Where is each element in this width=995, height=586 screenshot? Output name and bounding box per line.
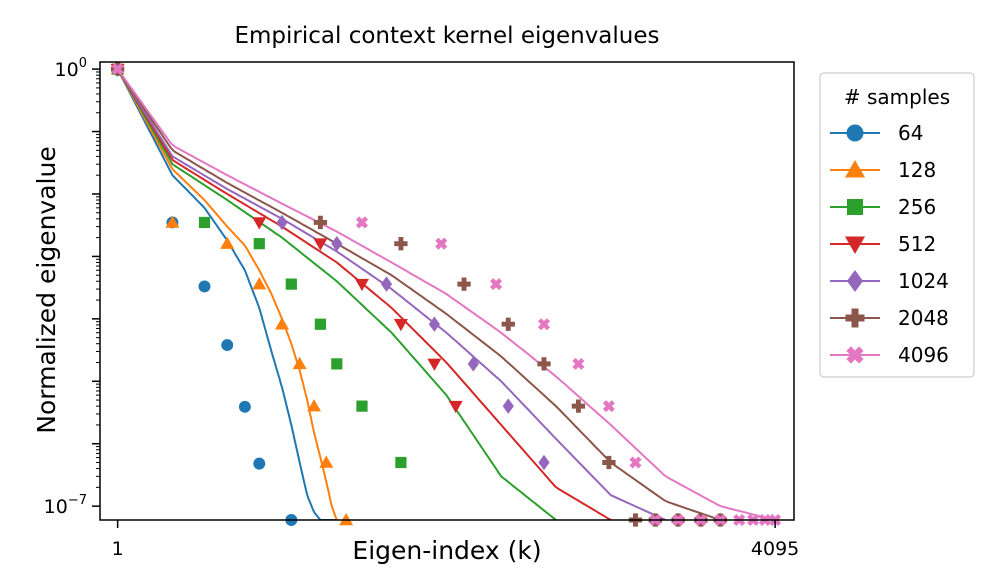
data-point-256 (253, 238, 265, 250)
legend-label: 4096 (898, 343, 949, 367)
x-axis: 1 4095 (112, 520, 799, 560)
series-line-512 (116, 68, 612, 520)
data-point-2048 (457, 277, 471, 291)
data-point-4096 (629, 456, 642, 469)
series-line-128 (116, 68, 338, 520)
data-point-512 (252, 217, 267, 230)
y-tick-label: 10−7 (44, 493, 87, 518)
y-axis-label: Normalized eigenvalue (32, 146, 61, 433)
legend-title: # samples (844, 85, 950, 109)
data-point-128 (220, 236, 235, 249)
data-point-1024 (331, 235, 343, 252)
data-point-256 (395, 456, 407, 469)
legend-entry-128: 128 (830, 158, 936, 182)
data-point-128 (292, 356, 307, 370)
legend-label: 128 (898, 158, 936, 182)
data-point-256 (356, 400, 368, 412)
data-point-2048 (537, 357, 551, 371)
y-axis: 100 10−7 (44, 56, 100, 518)
legend-entries: 64 128 256 512 1024 2048 4096 (830, 121, 949, 367)
legend-label: 2048 (898, 306, 949, 330)
data-point-512 (354, 278, 369, 292)
legend-marker (847, 199, 863, 215)
data-point-128 (165, 215, 180, 228)
legend-entry-64: 64 (830, 121, 923, 145)
data-point-1024 (276, 214, 288, 231)
data-point-256 (331, 358, 343, 370)
data-point-64 (221, 339, 234, 352)
data-point-4096 (111, 63, 124, 76)
legend-marker (845, 160, 865, 178)
legend-label: 1024 (898, 269, 949, 293)
data-point-128 (275, 317, 290, 330)
data-point-128 (307, 399, 322, 412)
data-point-256 (285, 278, 297, 290)
x-tick-label: 4095 (751, 538, 799, 560)
data-point-4096 (602, 400, 615, 413)
data-point-256 (314, 318, 326, 330)
data-point-512 (393, 318, 408, 332)
data-point-1024 (538, 454, 550, 471)
data-point-2048 (571, 399, 586, 413)
legend-label: 256 (898, 195, 936, 219)
legend-marker (846, 124, 864, 142)
legend-marker (847, 270, 863, 292)
data-point-512 (313, 238, 328, 251)
series-line-2048 (116, 68, 721, 520)
x-tick-label: 1 (112, 538, 124, 560)
legend-marker (845, 308, 865, 328)
legend-label: 512 (898, 232, 936, 256)
data-point-4096 (490, 278, 503, 291)
data-point-64 (198, 280, 211, 293)
data-point-2048 (394, 237, 408, 251)
data-point-64 (253, 457, 266, 470)
data-point-4096 (355, 216, 369, 229)
legend-marker (845, 236, 865, 254)
plot-area-frame (99, 61, 795, 521)
x-axis-label: Eigen-index (k) (352, 536, 541, 565)
legend-entry-2048: 2048 (830, 306, 949, 330)
data-point-1024 (467, 356, 479, 372)
data-point-4096 (572, 357, 585, 370)
plot-markers (110, 61, 782, 527)
chart-title: Empirical context kernel eigenvalues (234, 23, 659, 49)
data-point-128 (339, 513, 354, 526)
series-line-1024 (116, 68, 667, 520)
legend: # samples 64 128 256 512 1024 2048 4096 (819, 72, 975, 378)
legend-box (819, 72, 975, 378)
data-point-1024 (428, 316, 441, 332)
y-tick-label: 100 (55, 56, 87, 81)
data-point-128 (252, 277, 267, 290)
legend-marker (846, 346, 864, 364)
legend-label: 64 (898, 121, 923, 145)
legend-entry-256: 256 (830, 195, 936, 219)
data-point-64 (238, 400, 251, 413)
data-point-4096 (435, 237, 448, 250)
data-point-4096 (537, 318, 551, 331)
legend-entry-512: 512 (830, 232, 936, 256)
data-point-1024 (380, 276, 393, 292)
plot-lines (116, 68, 776, 520)
legend-entry-4096: 4096 (830, 343, 949, 367)
series-line-256 (116, 68, 557, 520)
data-point-2048 (313, 215, 328, 230)
data-point-2048 (501, 317, 515, 331)
data-point-512 (448, 400, 463, 414)
data-point-256 (198, 216, 211, 229)
series-line-64 (116, 68, 337, 520)
series-line-4096 (116, 68, 776, 520)
legend-entry-1024: 1024 (830, 269, 949, 293)
data-point-128 (319, 455, 334, 468)
data-point-512 (427, 358, 442, 371)
data-point-1024 (502, 398, 514, 414)
data-point-2048 (602, 455, 616, 470)
